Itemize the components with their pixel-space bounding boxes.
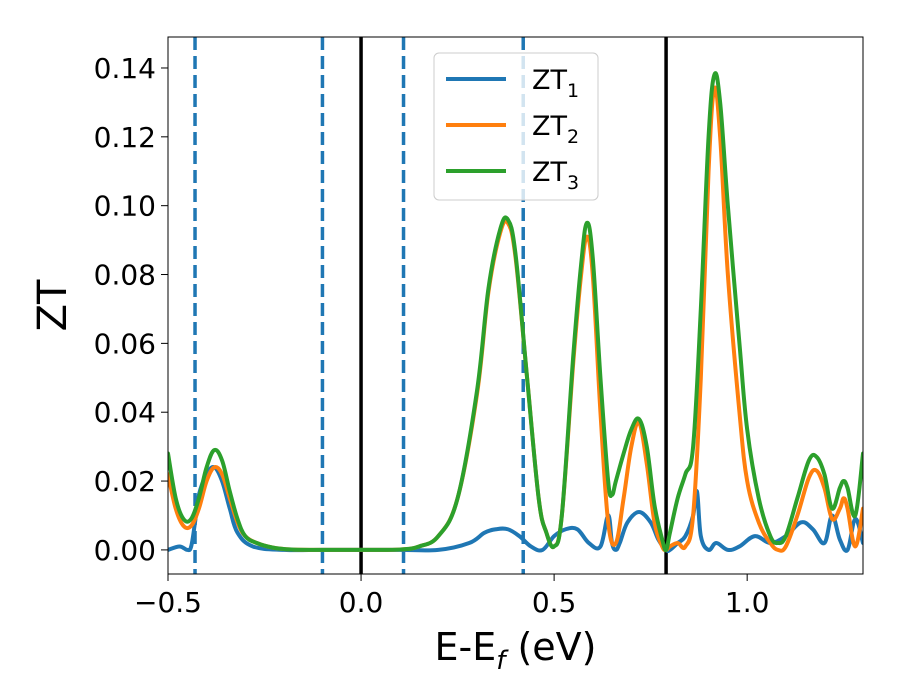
x-axis-title: E-Ef (eV): [435, 625, 597, 676]
axis-ticks: −0.5 0.0 0.5 1.0 0.00 0.02 0.04 0.06 0.08 0.10 0.1…: [94, 52, 770, 619]
x-tick-label: 0.0: [339, 586, 384, 619]
y-tick-label: 0.00: [94, 534, 156, 567]
legend: ZT1 ZT2 ZT3: [433, 52, 599, 201]
legend-label-zt3: ZT3: [532, 157, 579, 194]
legend-label-zt1: ZT1: [532, 65, 579, 102]
y-tick-label: 0.02: [94, 465, 156, 498]
plot-frame: [167, 36, 864, 575]
y-tick-label: 0.08: [94, 259, 156, 292]
y-tick-label: 0.04: [94, 396, 156, 429]
legend-box: [433, 52, 599, 201]
y-tick-label: 0.10: [94, 190, 156, 223]
plot-area: [168, 37, 863, 574]
y-axis-title: ZT: [30, 279, 76, 331]
series-line-zt3: [168, 71, 863, 553]
y-tick-label: 0.12: [94, 121, 156, 154]
y-tick-label: 0.06: [94, 327, 156, 360]
y-tick-label: 0.14: [94, 52, 156, 85]
x-tick-label: 0.5: [532, 586, 577, 619]
x-axis-title-main: E-E: [435, 625, 497, 669]
x-axis-title-unit: (eV): [505, 625, 596, 669]
legend-label-zt2: ZT2: [532, 111, 579, 148]
x-tick-label: −0.5: [134, 586, 202, 619]
x-tick-label: 1.0: [725, 586, 770, 619]
